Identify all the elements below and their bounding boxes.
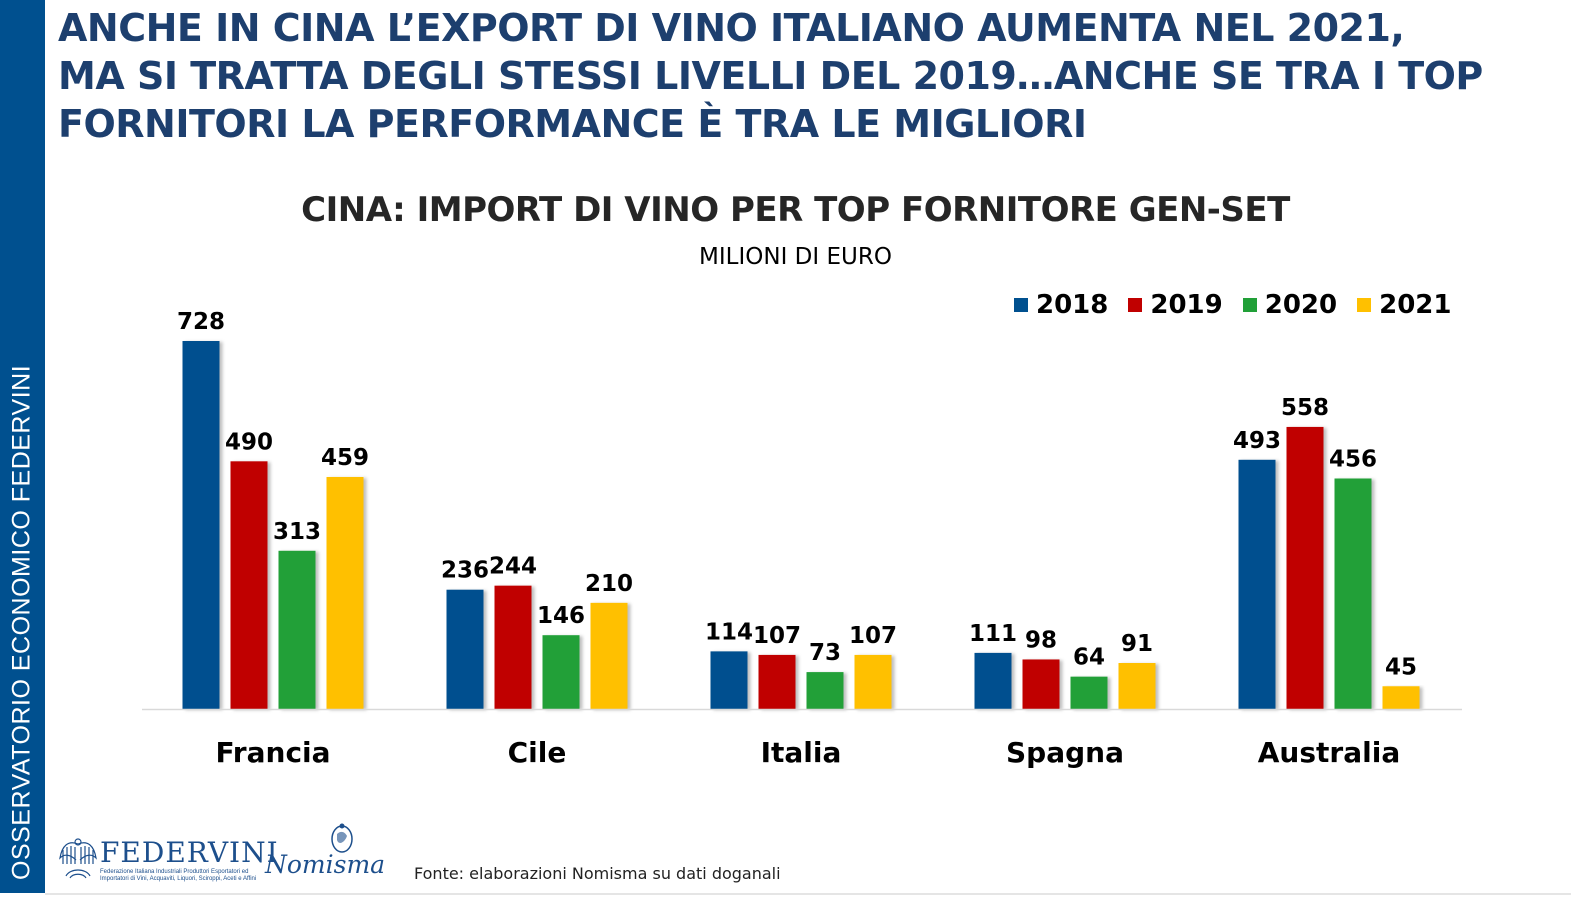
bar-francia-2019 [230, 461, 268, 709]
bar-spagna-2020 [1070, 676, 1108, 709]
data-label: 107 [753, 623, 801, 649]
federvini-subtitle: Federazione Italiana Industriali Produtt… [100, 869, 257, 882]
data-label: 244 [489, 554, 537, 580]
bar-cile-2020 [542, 635, 580, 709]
chart-subtitle: MILIONI DI EURO [699, 244, 892, 270]
bar-italia-2021 [854, 654, 892, 709]
category-label: Spagna [1006, 736, 1124, 769]
legend-item-2018: 2018 [1014, 290, 1108, 320]
legend-item-2020: 2020 [1242, 290, 1338, 320]
bar-italia-2020 [806, 672, 844, 709]
source-note: Fonte: elaborazioni Nomisma su dati doga… [414, 864, 781, 883]
bar-cile-2019 [494, 585, 532, 709]
bar-australia-2019 [1286, 426, 1324, 709]
legend-label: 2020 [1264, 290, 1338, 320]
data-label: 107 [849, 623, 897, 649]
data-label: 236 [441, 558, 489, 584]
data-label: 456 [1329, 446, 1377, 472]
headline-line: FORNITORI LA PERFORMANCE È TRA LE MIGLIO… [58, 102, 1087, 146]
bar-spagna-2019 [1022, 659, 1060, 709]
category-label: Italia [761, 736, 842, 769]
federvini-name: FEDERVINI [100, 836, 279, 869]
category-label: Francia [215, 736, 330, 769]
bar-australia-2021 [1382, 686, 1420, 709]
legend-swatch [1014, 298, 1028, 312]
sidebar-band: OSSERVATORIO ECONOMICO FEDERVINI [0, 0, 45, 893]
legend-label: 2019 [1150, 290, 1223, 320]
eagle-icon [59, 838, 97, 879]
bar-australia-2018 [1238, 459, 1276, 709]
bar-australia-2020 [1334, 478, 1372, 709]
legend-swatch [1242, 298, 1257, 312]
nomisma-emblem-icon [331, 823, 353, 853]
legend-swatch [1128, 298, 1143, 312]
bar-francia-2020 [278, 550, 316, 709]
data-label: 114 [705, 619, 753, 645]
data-label: 45 [1385, 654, 1417, 680]
chart-title: CINA: IMPORT DI VINO PER TOP FORNITORE G… [301, 190, 1290, 230]
nomisma-name: Nomisma [265, 850, 386, 879]
legend-label: 2021 [1379, 290, 1452, 320]
footer-divider [45, 893, 1571, 895]
bar-spagna-2021 [1118, 663, 1156, 709]
data-label: 146 [537, 603, 585, 629]
headline: ANCHE IN CINA L’EXPORT DI VINO ITALIANO … [58, 4, 1558, 148]
bar-cile-2018 [446, 589, 484, 709]
bar-italia-2018 [710, 651, 748, 709]
headline-line: ANCHE IN CINA L’EXPORT DI VINO ITALIANO … [58, 6, 1405, 50]
bar-cile-2021 [590, 602, 628, 709]
data-label: 111 [969, 621, 1017, 647]
legend-item-2021: 2021 [1357, 290, 1452, 320]
data-label: 728 [177, 309, 225, 335]
data-label: 210 [585, 571, 633, 597]
data-label: 73 [809, 640, 841, 666]
bar-francia-2021 [326, 476, 364, 709]
federvini-logo: FEDERVINI Federazione Italiana Industria… [58, 836, 278, 886]
legend-item-2019: 2019 [1128, 290, 1223, 320]
data-label: 91 [1121, 631, 1153, 657]
bar-spagna-2018 [974, 652, 1012, 709]
data-label: 558 [1281, 395, 1329, 421]
category-label: Australia [1258, 736, 1400, 769]
bar-italia-2019 [758, 654, 796, 709]
legend-label: 2018 [1036, 290, 1109, 320]
data-label: 459 [321, 445, 369, 471]
data-label: 64 [1073, 645, 1105, 671]
nomisma-logo: Nomisma [265, 822, 390, 887]
data-label: 493 [1233, 428, 1281, 454]
legend-swatch [1357, 298, 1372, 312]
chart-legend: 2018 2019 2020 2021 [1014, 290, 1452, 320]
category-label: Cile [508, 736, 567, 769]
data-label: 98 [1025, 627, 1057, 653]
data-label: 313 [273, 519, 321, 545]
data-label: 490 [225, 429, 273, 455]
headline-line: MA SI TRATTA DEGLI STESSI LIVELLI DEL 20… [58, 54, 1483, 98]
bar-francia-2018 [182, 341, 220, 709]
